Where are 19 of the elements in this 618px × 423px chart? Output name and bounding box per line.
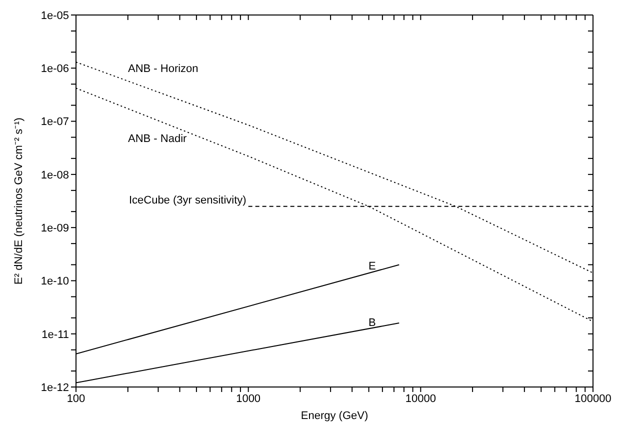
y-tick-label: 1e-09 xyxy=(40,222,69,234)
series-label: IceCube (3yr sensitivity) xyxy=(128,194,246,206)
y-tick-label: 1e-08 xyxy=(40,169,69,182)
x-tick-label: 100000 xyxy=(574,392,612,405)
x-tick-label: 1000 xyxy=(236,392,261,405)
y-tick-label: 1e-11 xyxy=(42,328,69,341)
x-axis-title: Energy (GeV) xyxy=(300,410,368,422)
y-tick-label: 1e-10 xyxy=(40,276,69,288)
series-label: ANB - Nadir xyxy=(128,133,188,146)
x-tick-label: 100 xyxy=(66,392,86,405)
y-tick-label: 1e-12 xyxy=(40,382,69,394)
y-tick-label: 1e-06 xyxy=(40,63,69,76)
series-label: B xyxy=(368,317,376,330)
x-tick-label: 10000 xyxy=(405,392,436,405)
y-tick-label: 1e-07 xyxy=(40,116,69,128)
series-label: E xyxy=(368,260,376,273)
y-axis-title: E² dN/dE (neutrinos GeV cm⁻² s⁻¹) xyxy=(13,118,25,284)
y-tick-label: 1e-05 xyxy=(40,10,69,22)
series-label: ANB - Horizon xyxy=(128,63,198,76)
